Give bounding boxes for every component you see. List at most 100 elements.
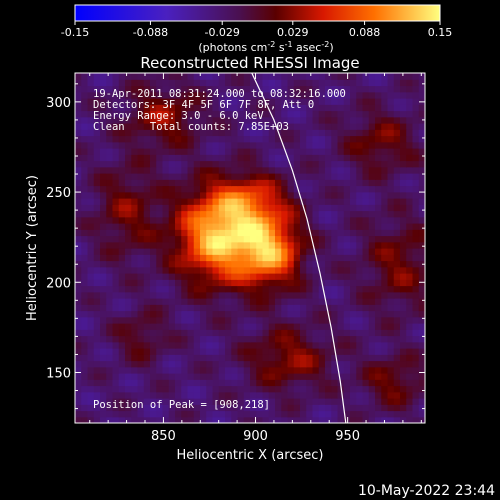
heatmap-cell — [250, 166, 257, 174]
heatmap-cell — [343, 404, 351, 412]
heatmap-cell — [150, 410, 157, 418]
heatmap-cell — [250, 373, 257, 380]
heatmap-cell — [293, 85, 301, 93]
heatmap-cell — [162, 148, 170, 155]
heatmap-cell — [300, 260, 307, 268]
heatmap-cell — [418, 110, 425, 118]
heatmap-cell — [212, 185, 220, 193]
heatmap-cell — [131, 141, 139, 149]
heatmap-cell — [256, 279, 264, 287]
heatmap-cell — [225, 391, 232, 399]
heatmap-cell — [343, 304, 351, 312]
heatmap-cell — [225, 348, 232, 355]
heatmap-cell — [293, 210, 301, 218]
heatmap-cell — [412, 185, 420, 193]
heatmap-cell — [337, 391, 345, 399]
heatmap-cell — [212, 229, 220, 237]
heatmap-cell — [337, 398, 345, 405]
heatmap-cell — [287, 310, 295, 318]
heatmap-cell — [231, 91, 239, 99]
heatmap-cell — [337, 404, 345, 412]
heatmap-cell — [218, 116, 226, 124]
heatmap-cell — [218, 254, 226, 262]
heatmap-cell — [350, 185, 357, 193]
heatmap-cell — [150, 216, 157, 224]
heatmap-cell — [337, 191, 345, 199]
heatmap-cell — [281, 260, 289, 268]
heatmap-cell — [362, 335, 370, 343]
heatmap-cell — [212, 179, 220, 187]
heatmap-cell — [200, 391, 207, 399]
heatmap-cell — [356, 385, 364, 393]
heatmap-cell — [193, 273, 201, 280]
heatmap-cell — [306, 354, 314, 362]
heatmap-cell — [337, 79, 345, 87]
heatmap-cell — [118, 410, 126, 418]
heatmap-cell — [143, 91, 151, 99]
heatmap-cell — [325, 341, 332, 349]
heatmap-cell — [112, 148, 120, 155]
heatmap-cell — [231, 416, 239, 423]
heatmap-cell — [300, 316, 307, 324]
heatmap-cell — [125, 241, 132, 249]
heatmap-cell — [150, 160, 157, 168]
heatmap-cell — [275, 279, 282, 287]
heatmap-cell — [256, 373, 264, 380]
heatmap-cell — [106, 216, 114, 224]
heatmap-cell — [81, 229, 89, 237]
heatmap-cell — [243, 241, 251, 249]
heatmap-cell — [175, 179, 182, 187]
heatmap-cell — [106, 260, 114, 268]
heatmap-cell — [400, 391, 407, 399]
heatmap-cell — [218, 248, 226, 255]
heatmap-cell — [337, 198, 345, 205]
heatmap-cell — [400, 248, 407, 255]
heatmap-cell — [312, 323, 320, 330]
heatmap-cell — [368, 416, 376, 423]
heatmap-cell — [187, 329, 195, 337]
heatmap-cell — [318, 141, 326, 149]
heatmap-cell — [212, 235, 220, 243]
heatmap-cell — [137, 216, 145, 224]
heatmap-cell — [368, 135, 376, 143]
heatmap-cell — [168, 310, 176, 318]
heatmap-cell — [237, 410, 245, 418]
heatmap-cell — [287, 198, 295, 205]
heatmap-cell — [418, 241, 425, 249]
heatmap-cell — [281, 398, 289, 405]
heatmap-cell — [300, 298, 307, 305]
heatmap-cell — [200, 123, 207, 130]
heatmap-cell — [168, 285, 176, 293]
heatmap-cell — [350, 116, 357, 124]
heatmap-cell — [387, 116, 395, 124]
heatmap-cell — [300, 110, 307, 118]
heatmap-cell — [356, 279, 364, 287]
heatmap-cell — [143, 85, 151, 93]
heatmap-cell — [206, 129, 214, 137]
heatmap-cell — [381, 360, 389, 368]
heatmap-cell — [393, 223, 401, 230]
heatmap-cell — [300, 323, 307, 330]
heatmap-cell — [250, 241, 257, 249]
heatmap-cell — [337, 410, 345, 418]
heatmap-cell — [162, 254, 170, 262]
heatmap-cell — [281, 385, 289, 393]
heatmap-cell — [325, 260, 332, 268]
heatmap-cell — [118, 129, 126, 137]
heatmap-cell — [143, 266, 151, 274]
heatmap-cell — [162, 248, 170, 255]
heatmap-cell — [318, 104, 326, 112]
heatmap-cell — [193, 123, 201, 130]
heatmap-cell — [181, 185, 189, 193]
heatmap-cell — [250, 410, 257, 418]
heatmap-cell — [218, 160, 226, 168]
heatmap-cell — [400, 98, 407, 105]
heatmap-cell — [168, 323, 176, 330]
heatmap-cell — [237, 85, 245, 93]
heatmap-cell — [262, 204, 270, 212]
heatmap-cell — [287, 248, 295, 255]
heatmap-cell — [175, 285, 182, 293]
heatmap-cell — [237, 310, 245, 318]
heatmap-cell — [168, 379, 176, 387]
heatmap-cell — [418, 191, 425, 199]
